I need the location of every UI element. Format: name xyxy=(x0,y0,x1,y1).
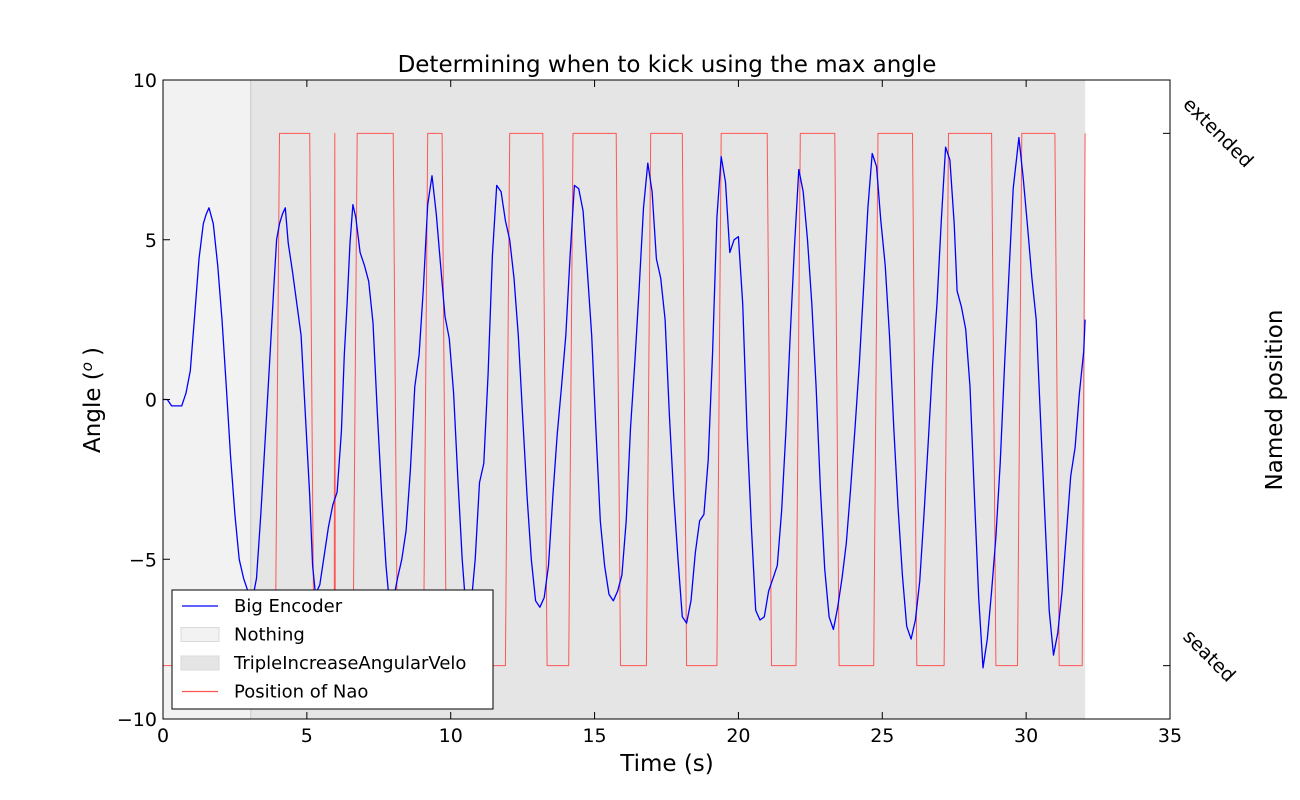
y-axis-title-sup: o xyxy=(78,362,96,371)
y-tick-label: −5 xyxy=(129,549,157,571)
y-axis-title: Angle (o) xyxy=(78,347,106,453)
x-tick-label: 10 xyxy=(439,725,463,747)
legend-swatch xyxy=(180,627,220,642)
named-position-extended: extended xyxy=(1178,93,1257,172)
y-axis-title-close: ) xyxy=(80,347,106,356)
x-tick-label: 0 xyxy=(157,725,169,747)
x-tick-label: 5 xyxy=(301,725,313,747)
legend-label: Nothing xyxy=(234,625,305,646)
legend-box xyxy=(171,589,494,710)
right-axis: extended seated xyxy=(1163,93,1257,687)
y-axis: −10 −5 0 5 10 xyxy=(117,70,170,731)
series-layer xyxy=(163,132,1086,669)
chart-title: Determining when to kick using the max a… xyxy=(398,52,937,78)
x-tick-label: 20 xyxy=(726,725,750,747)
series-position-of-nao xyxy=(163,132,1086,667)
named-position-seated: seated xyxy=(1178,626,1239,687)
legend-swatch xyxy=(180,655,220,671)
series-big-encoder xyxy=(163,136,1086,669)
x-tick-label: 25 xyxy=(870,725,894,747)
y-tick-label: 0 xyxy=(145,390,157,412)
legend: Big Encoder Nothing TripleIncreaseAngularV… xyxy=(171,589,494,710)
y-tick-label: 5 xyxy=(145,230,157,252)
legend-label: TripleIncreaseAngularVelo xyxy=(233,653,466,674)
y-tick-label: 10 xyxy=(133,70,157,92)
x-axis-title: Time (s) xyxy=(619,751,714,777)
legend-label: Big Encoder xyxy=(234,596,343,617)
x-tick-label: 30 xyxy=(1014,725,1038,747)
legend-label: Position of Nao xyxy=(234,682,368,703)
y-tick-label: −10 xyxy=(117,709,157,731)
x-axis: 0 5 10 15 20 25 30 35 xyxy=(157,80,1182,747)
y-axis-title-main: Angle ( xyxy=(80,371,106,453)
x-tick-label: 15 xyxy=(582,725,606,747)
right-axis-title: Named position xyxy=(1262,310,1288,491)
x-tick-label: 35 xyxy=(1158,725,1182,747)
